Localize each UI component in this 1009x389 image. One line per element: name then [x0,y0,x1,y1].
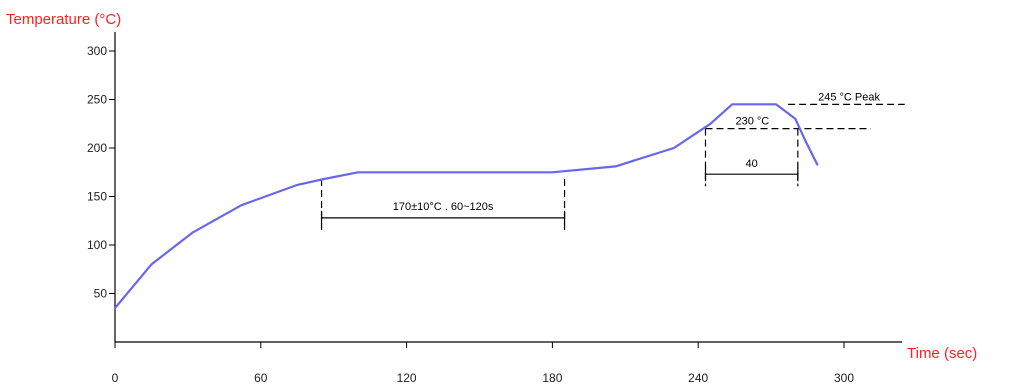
series [113,103,819,310]
peak-temperature-label: 245 °C Peak [818,91,880,103]
y-tick-label: 150 [87,190,107,204]
x-tick-label: 120 [397,371,417,385]
soak-window-label: 170±10°C . 60~120s [393,201,494,213]
liquidus-temperature-label: 230 °C [735,116,769,128]
time-above-liquidus-label: 40 [746,158,758,170]
x-tick-label: 240 [688,371,708,385]
y-tick-label: 300 [87,44,107,58]
y-axis-title: Temperature (°C) [6,11,121,28]
x-tick-label: 300 [834,371,854,385]
tick-marks: 0 60 120 180 240 300 50 100 150 200 250 300 [87,44,854,385]
y-tick-label: 200 [87,141,107,155]
y-tick-label: 50 [94,287,108,301]
y-tick-label: 250 [87,93,107,107]
axes [114,32,902,343]
x-tick-label: 0 [112,371,119,385]
series-line [113,103,819,310]
x-axis-title: Time (sec) [907,345,977,362]
x-tick-label: 60 [254,371,268,385]
x-tick-label: 180 [542,371,562,385]
annotations: 170±10°C . 60~120s 40 245 °C Peak 230 °C [320,91,905,230]
y-tick-label: 100 [87,238,107,252]
